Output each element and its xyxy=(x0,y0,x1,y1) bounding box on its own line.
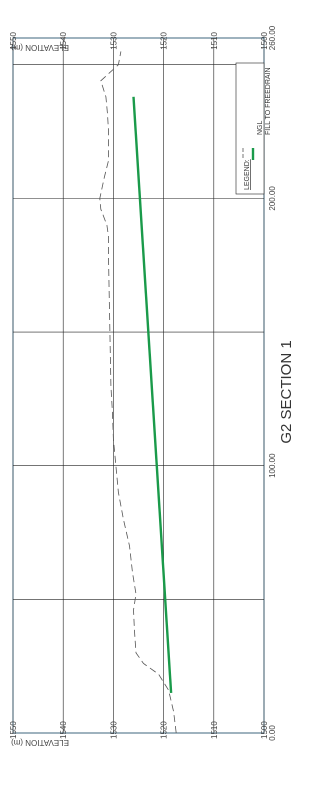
y-axis-label-left: ELEVATION (m) xyxy=(11,738,69,747)
series-layer xyxy=(99,51,177,734)
legend-box xyxy=(235,62,265,195)
y-tick-label: 1520 xyxy=(160,721,169,739)
chart-title: G2 SECTION 1 xyxy=(278,340,295,443)
series-fill-line xyxy=(132,96,173,693)
y-tick-label: 1550 xyxy=(9,31,18,49)
plot-frame xyxy=(12,37,265,734)
y-tick-label: 1510 xyxy=(210,31,219,49)
grid xyxy=(12,37,265,734)
y-axis-label-right: ELEVATION (m) xyxy=(11,43,69,52)
y-tick-label: 1540 xyxy=(59,31,68,49)
y-tick-label: 1500 xyxy=(260,721,269,739)
y-tick-label: 1510 xyxy=(210,721,219,739)
series-ngl-line xyxy=(99,51,177,734)
legend-label-fill: FILL TO FREEDRAIN xyxy=(265,67,272,135)
y-tick-label: 1500 xyxy=(260,31,269,49)
legend: LEGEND: NGL FILL TO FREEDRAIN xyxy=(235,62,272,195)
legend-label-ngl: NGL xyxy=(257,121,264,136)
tick-labels: 1500 1500 1510 1510 1520 1520 1530 1530 1540 1540… xyxy=(9,25,277,741)
x-tick-label: 100.00 xyxy=(268,453,277,478)
x-tick-label: 200.00 xyxy=(268,186,277,211)
y-tick-label: 1540 xyxy=(59,721,68,739)
y-tick-label: 1550 xyxy=(9,721,18,739)
y-tick-label: 1530 xyxy=(109,721,118,739)
x-tick-label: 260.00 xyxy=(268,25,277,50)
y-tick-label: 1520 xyxy=(160,31,169,49)
legend-title: LEGEND: xyxy=(244,159,251,190)
x-tick-label: 0.00 xyxy=(268,725,277,741)
y-tick-label: 1530 xyxy=(109,31,118,49)
